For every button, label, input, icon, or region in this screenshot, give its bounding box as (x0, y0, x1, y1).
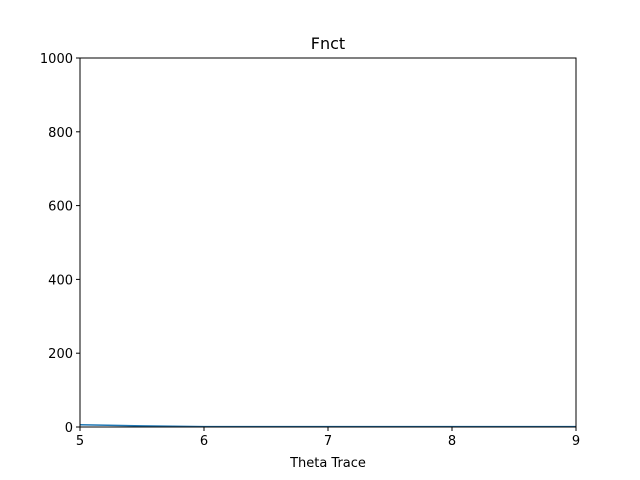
x-tick-label: 5 (76, 434, 84, 449)
x-tick-label: 7 (324, 434, 332, 449)
x-tick-label: 6 (200, 434, 208, 449)
y-tick-label: 200 (48, 347, 73, 362)
y-tick-label: 0 (65, 421, 73, 436)
chart-title: Fnct (311, 34, 345, 53)
y-tick-label: 1000 (40, 52, 73, 67)
plot-area (79, 57, 577, 428)
x-axis-ticks: 5 6 7 8 9 (76, 427, 580, 449)
y-tick-label: 800 (48, 126, 73, 141)
x-tick-label: 9 (572, 434, 580, 449)
series-line (79, 424, 576, 428)
y-tick-label: 600 (48, 200, 73, 215)
y-axis-ticks: 0 200 400 600 800 1000 (40, 52, 80, 436)
x-axis-label: Theta Trace (289, 456, 366, 471)
series-layer (79, 424, 576, 428)
y-tick-label: 400 (48, 273, 73, 288)
axes-frame (79, 57, 577, 428)
x-tick-label: 8 (448, 434, 456, 449)
